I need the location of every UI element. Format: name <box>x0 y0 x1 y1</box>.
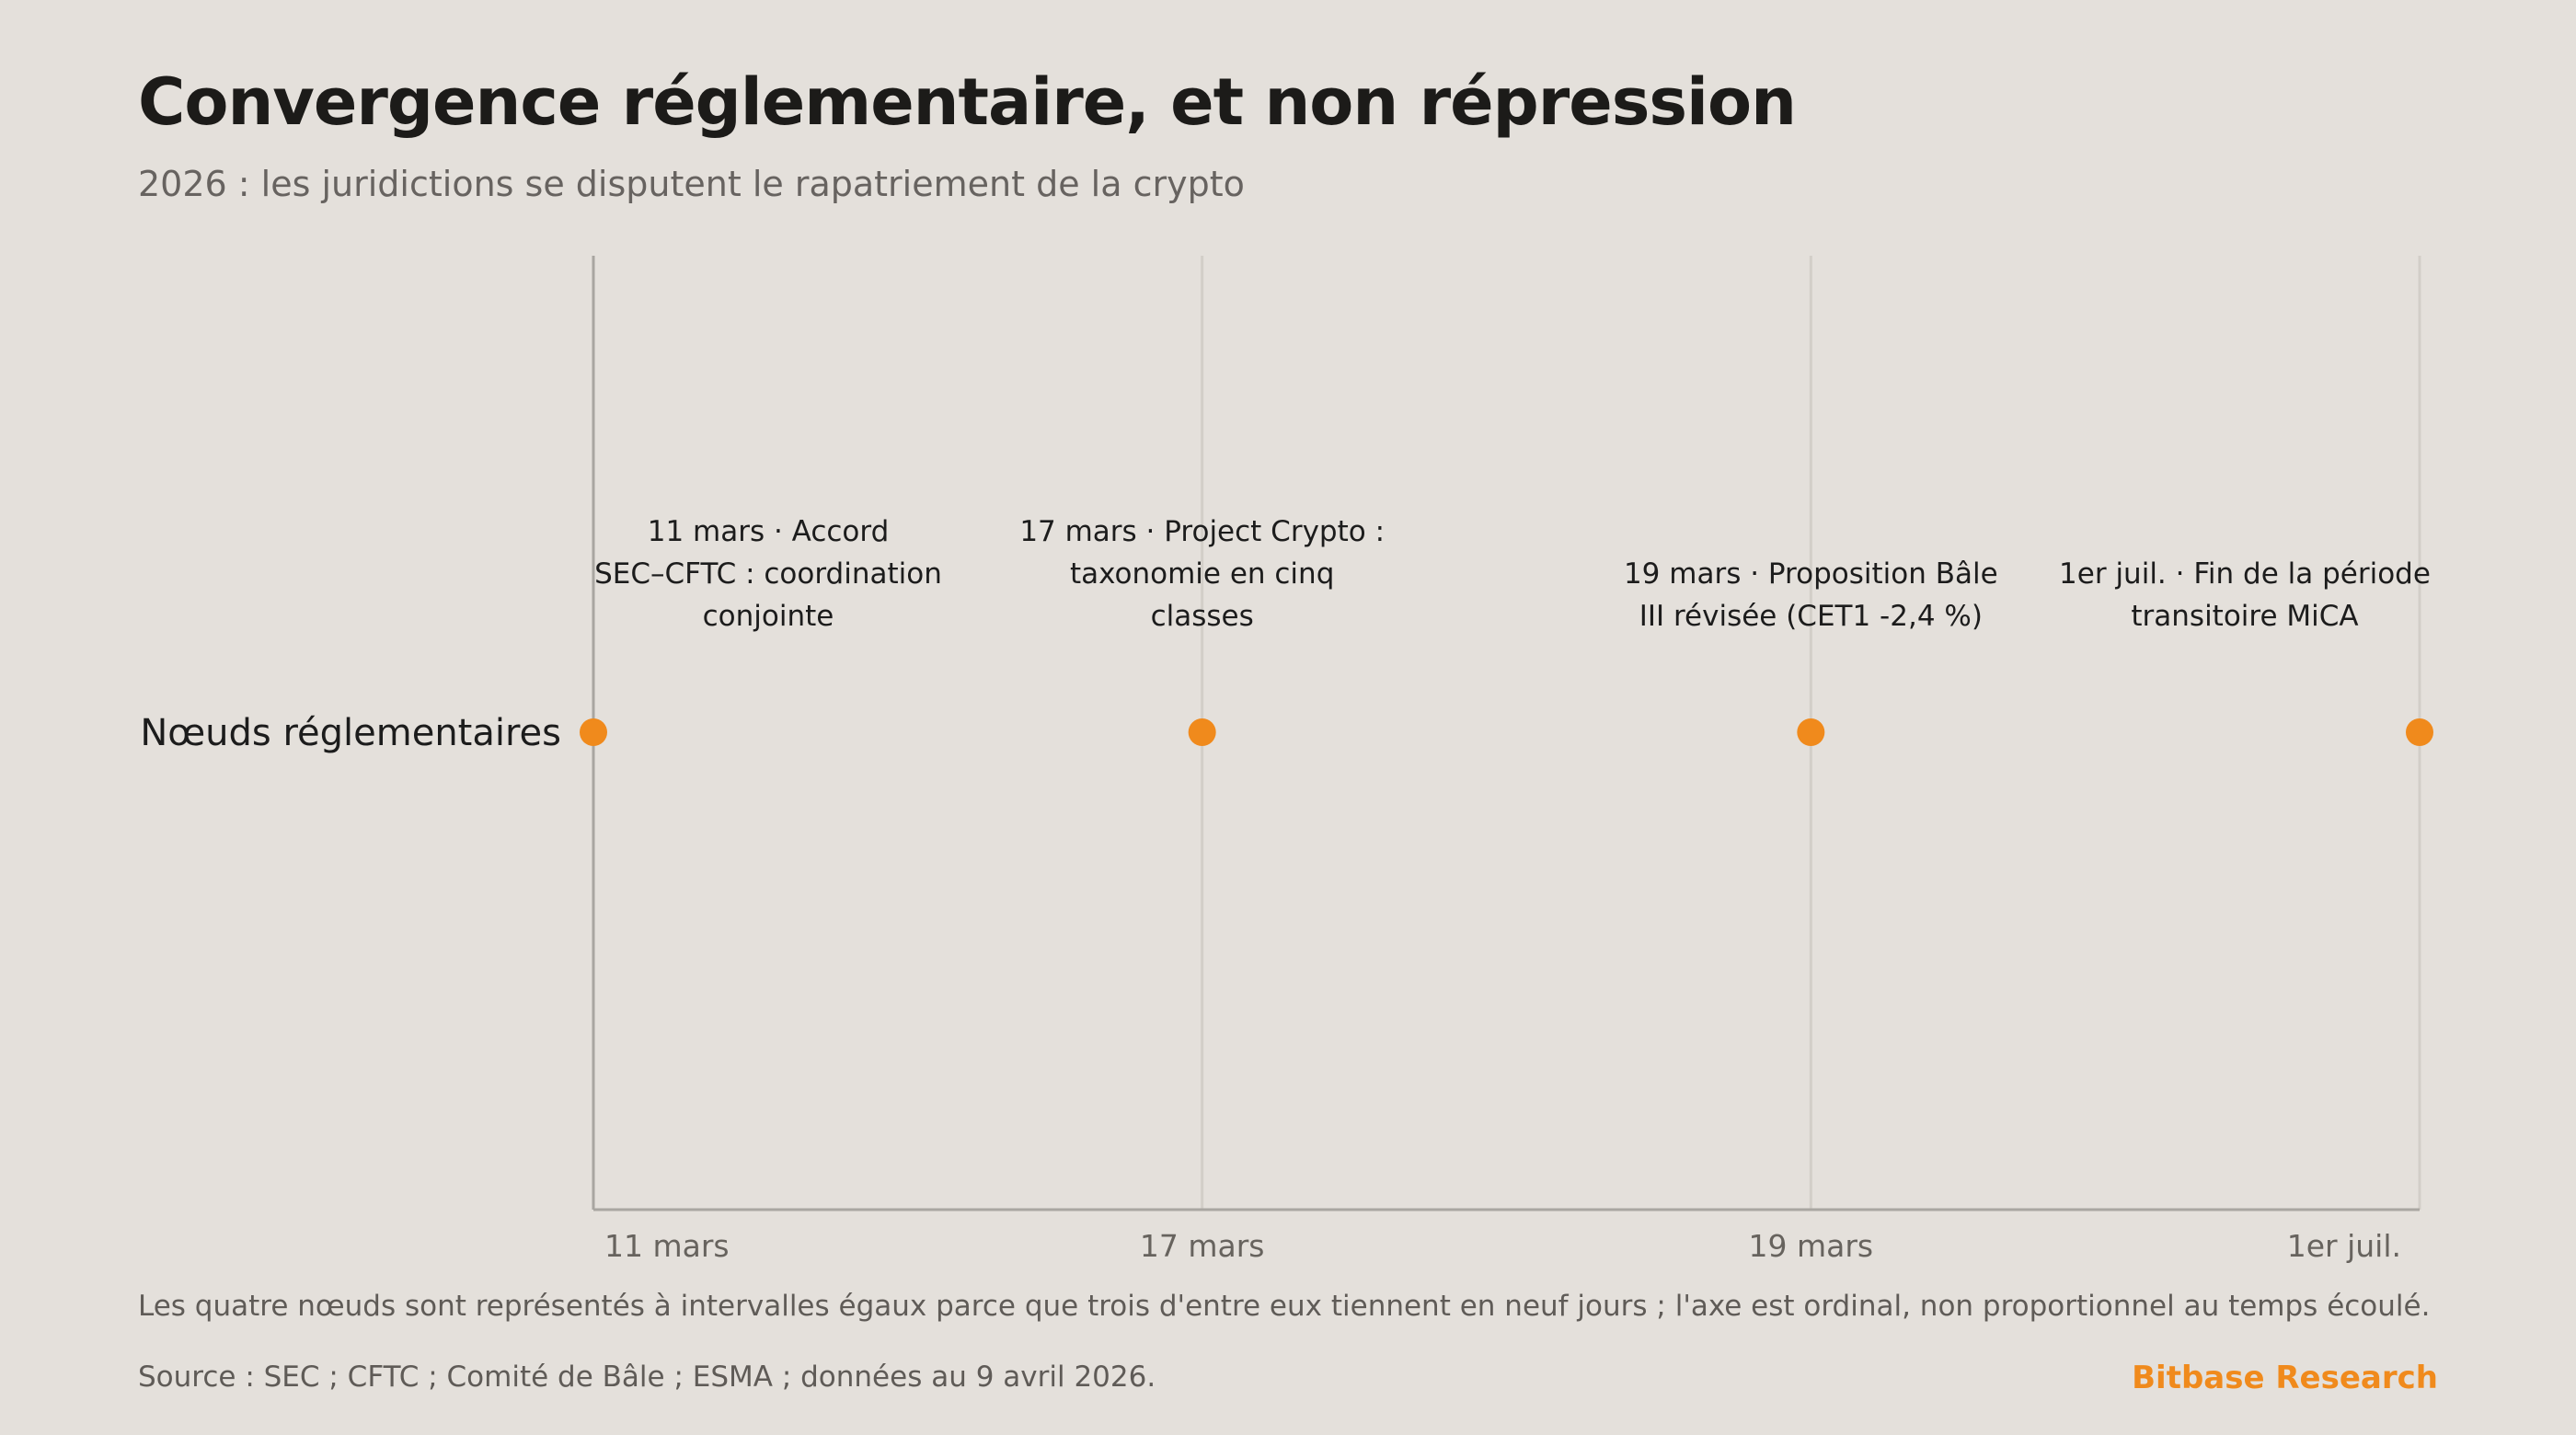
event-point <box>1188 718 1216 746</box>
event-label-line: 11 mars · Accord <box>648 515 890 548</box>
timeline-chart: Nœuds réglementaires 11 mars 17 mars 19 mar… <box>140 256 2433 1264</box>
chart-title: Convergence réglementaire, et non répres… <box>138 64 1797 140</box>
event-label-line: transitoire MiCA <box>2131 600 2358 633</box>
footnote: Les quatre nœuds sont représentés à inte… <box>138 1290 2431 1323</box>
event-label-line: SEC–CFTC : coordination <box>594 557 942 591</box>
event-label: 19 mars · Proposition Bâle III révisée (C… <box>1624 557 1998 633</box>
event-label-line: III révisée (CET1 -2,4 %) <box>1639 600 1983 633</box>
event-label: 17 mars · Project Crypto : taxonomie en c… <box>1019 515 1385 633</box>
event-label-line: 19 mars · Proposition Bâle <box>1624 557 1998 591</box>
event-label: 1er juil. · Fin de la période transitoire… <box>2059 557 2431 633</box>
y-category-label: Nœuds réglementaires <box>140 712 561 754</box>
x-tick-label: 17 mars <box>1140 1228 1265 1264</box>
event-label-line: 17 mars · Project Crypto : <box>1019 515 1385 548</box>
source-note: Source : SEC ; CFTC ; Comité de Bâle ; E… <box>138 1360 1156 1394</box>
event-label-line: 1er juil. · Fin de la période <box>2059 557 2431 591</box>
brand-label: Bitbase Research <box>2132 1360 2438 1396</box>
event-label-line: taxonomie en cinq <box>1070 557 1334 591</box>
x-tick-label: 1er juil. <box>2287 1228 2401 1264</box>
event-point <box>2406 718 2433 746</box>
event-label: 11 mars · Accord SEC–CFTC : coordination c… <box>594 515 942 633</box>
event-label-line: conjointe <box>703 600 834 633</box>
x-tick-label: 19 mars <box>1749 1228 1874 1264</box>
x-tick-label: 11 mars <box>604 1228 730 1264</box>
event-point <box>1797 718 1825 746</box>
chart-subtitle: 2026 : les juridictions se disputent le … <box>138 164 1245 204</box>
event-label-line: classes <box>1151 600 1254 633</box>
event-point <box>580 718 607 746</box>
